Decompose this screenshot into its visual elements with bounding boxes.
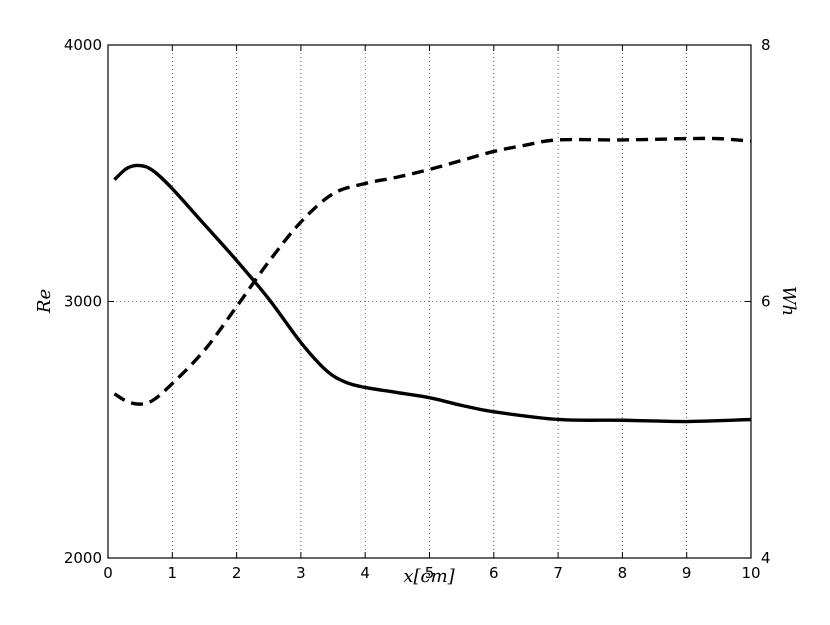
- series-line-re-solid: [113, 163, 752, 424]
- x-tick-label: 0: [103, 564, 113, 582]
- x-tick-label: 1: [168, 564, 178, 582]
- y-left-tick-label: 3000: [64, 293, 102, 311]
- y-left-axis-label: Re: [34, 289, 55, 314]
- x-tick-label: 10: [741, 564, 760, 582]
- y-right-tick-label: 6: [761, 293, 771, 311]
- y-left-tick-label: 2000: [64, 549, 102, 567]
- x-tick-labels: 0 1 2 3 4 5 6 7 8 9 10: [103, 564, 760, 582]
- x-tick-label: 9: [682, 564, 692, 582]
- series-layer: [113, 136, 752, 424]
- x-tick-label: 2: [232, 564, 242, 582]
- grid: [108, 45, 751, 558]
- x-tick-label: 3: [296, 564, 306, 582]
- y-left-tick-labels: 2000 3000 4000: [64, 36, 102, 567]
- x-tick-label: 8: [618, 564, 628, 582]
- x-axis-label: x[cm]: [403, 566, 455, 587]
- tick-marks: [107, 44, 752, 559]
- y-right-tick-label: 4: [761, 549, 771, 567]
- y-right-axis-label: Wh: [778, 286, 799, 316]
- x-tick-label: 4: [360, 564, 370, 582]
- y-right-tick-label: 8: [761, 36, 771, 54]
- y-left-tick-label: 4000: [64, 36, 102, 54]
- y-right-tick-labels: 4 6 8: [761, 36, 771, 567]
- x-tick-label: 7: [553, 564, 563, 582]
- x-tick-label: 6: [489, 564, 499, 582]
- x-tick-label: 5: [425, 564, 435, 582]
- series-line-wh-dashed: [113, 136, 752, 406]
